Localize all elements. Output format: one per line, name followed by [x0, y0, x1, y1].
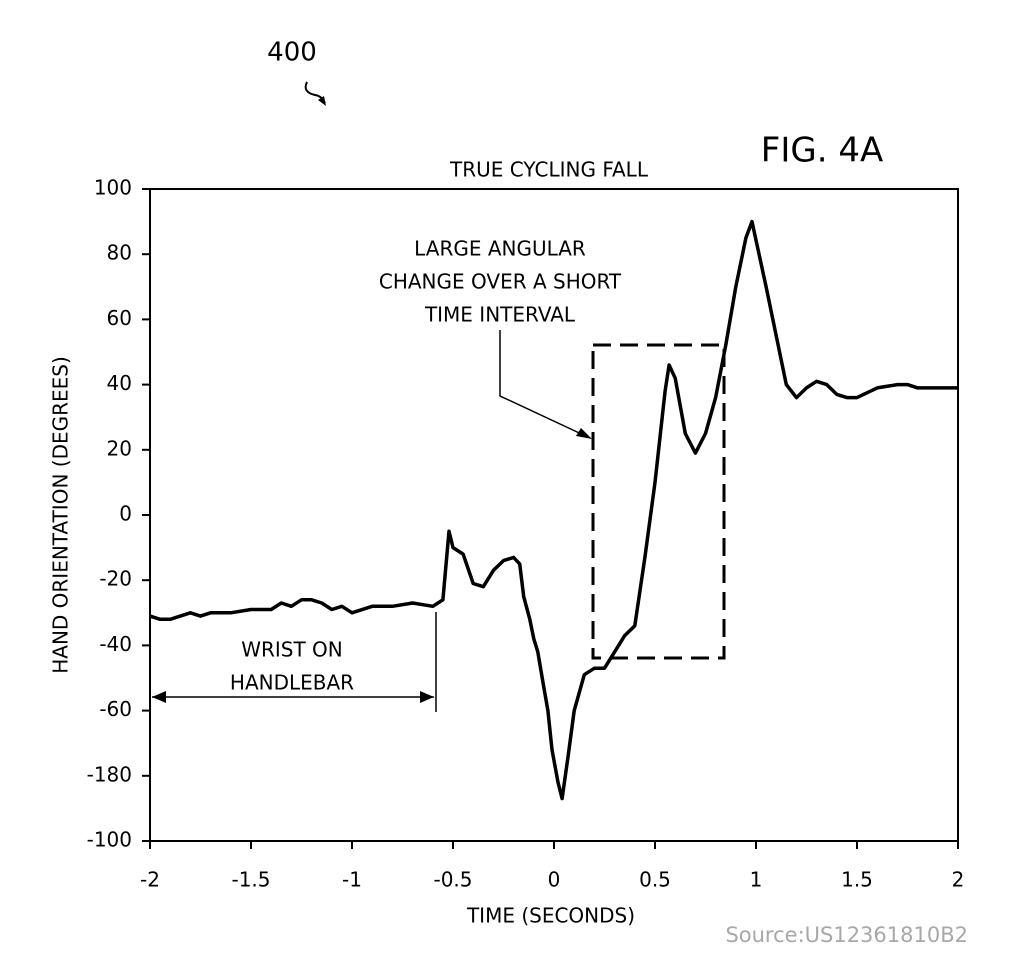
box-annotation-line: TIME INTERVAL: [424, 303, 576, 327]
x-axis-label: TIME (SECONDS): [466, 904, 635, 928]
y-tick-label: 80: [107, 241, 132, 265]
x-tick-label: -1: [342, 868, 362, 892]
y-axis-label: HAND ORIENTATION (DEGREES): [49, 356, 73, 674]
figure-label: FIG. 4A: [761, 131, 883, 171]
y-tick-label: -60: [99, 697, 132, 721]
highlight-box: [591, 343, 726, 660]
x-tick-label: 0: [548, 868, 561, 892]
ref-arrowhead: [318, 96, 326, 106]
y-tick-label: -100: [87, 828, 132, 852]
x-tick-label: -2: [140, 868, 160, 892]
x-tick-label: -1.5: [231, 868, 270, 892]
leader-line: [499, 330, 591, 439]
y-tick-label: 40: [107, 371, 132, 395]
chart-title: TRUE CYCLING FALL: [449, 158, 649, 182]
box-annotation-line: CHANGE OVER A SHORT: [379, 270, 622, 294]
x-tick-label: 2: [952, 868, 965, 892]
data-line: [149, 219, 958, 801]
box-annotation-line: LARGE ANGULAR: [414, 237, 586, 261]
source: Source:US12361810B2: [725, 923, 968, 947]
y-tick-label: 20: [107, 436, 132, 460]
x-tick-label: -0.5: [433, 868, 472, 892]
figure-number: 400: [267, 38, 317, 68]
x-tick-label: 1.5: [841, 868, 873, 892]
y-tick-label: 0: [119, 502, 132, 526]
x-tick-label: 1: [750, 868, 763, 892]
y-tick-label: -20: [99, 567, 132, 591]
bracket-annotation-line: WRIST ON: [241, 638, 343, 662]
y-tick-label: 100: [94, 176, 132, 200]
y-tick-label: -180: [87, 762, 132, 786]
x-tick-label: 0.5: [639, 868, 671, 892]
bracket-annotation-line: HANDLEBAR: [230, 671, 354, 695]
y-tick-label: -40: [99, 632, 132, 656]
y-tick-label: 60: [107, 306, 132, 330]
leader-arrowhead: [576, 428, 592, 439]
